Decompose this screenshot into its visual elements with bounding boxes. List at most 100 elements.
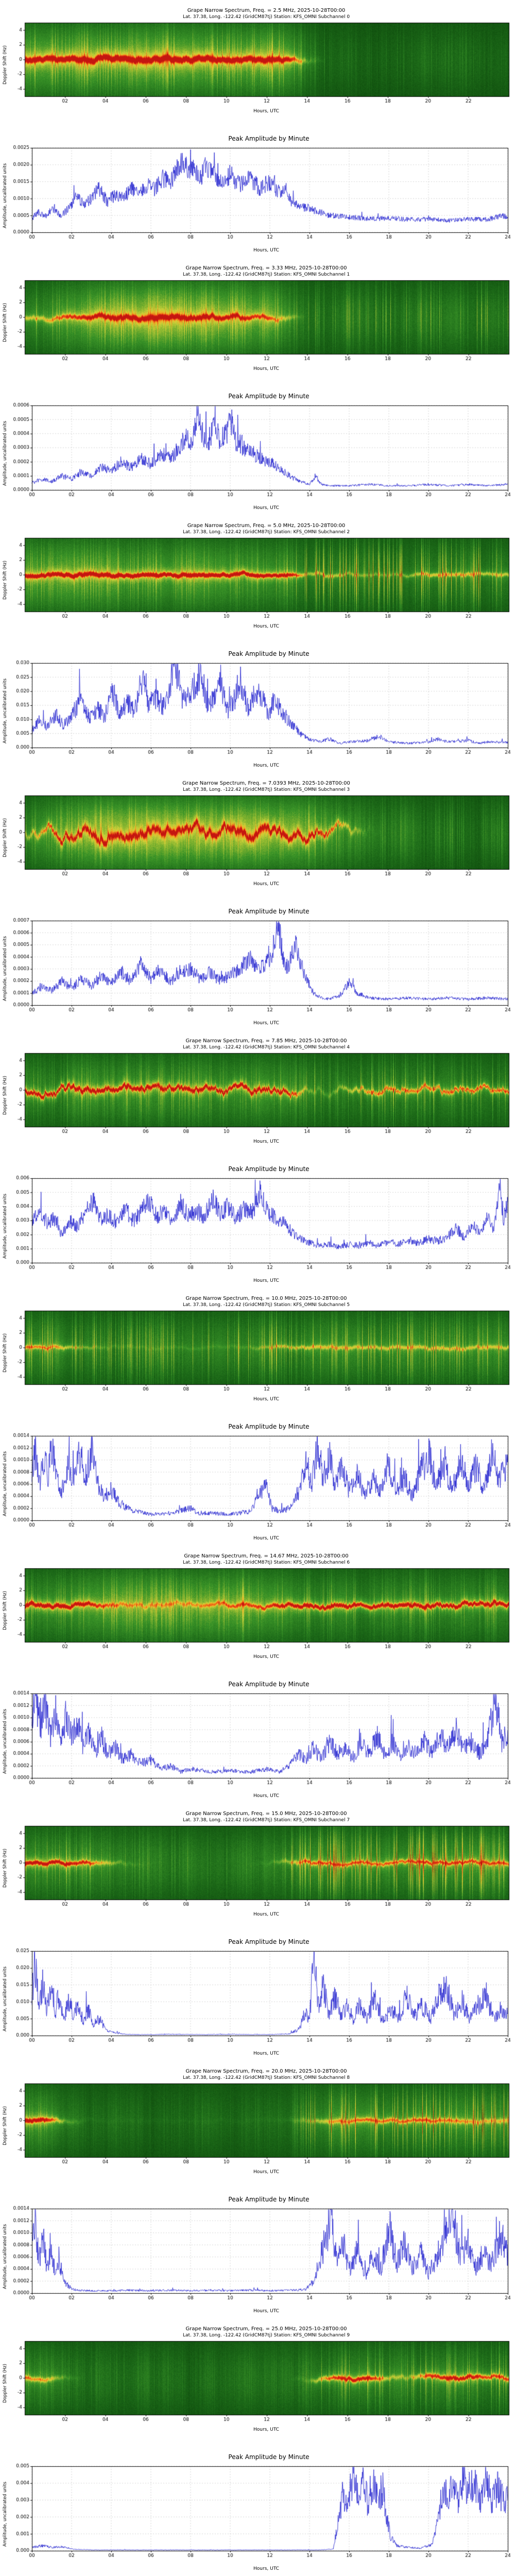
amplitude-figure-2: Peak Amplitude by Minute Amplitude, unca… [0,644,515,773]
amplitude-x-axis-label: Hours, UTC [253,1536,279,1541]
spectrogram-y-axis-label: Doppler Shift (Hz) [3,1591,8,1630]
spectrogram-x-axis-label: Hours, UTC [253,1397,279,1402]
spectrogram-subtitle: Lat. 37.38, Long. -122.42 (GridCM87tj) S… [182,272,350,277]
amplitude-y-axis-label: Amplitude, uncalibrated units [3,421,8,486]
spectrogram-figure-4: Grape Narrow Spectrum, Freq. = 7.85 MHz,… [0,1030,515,1159]
amplitude-figure-8: Peak Amplitude by Minute Amplitude, unca… [0,2190,515,2318]
spectrogram-x-axis-label: Hours, UTC [253,1912,279,1917]
amplitude-x-axis-label: Hours, UTC [253,2309,279,2314]
spectrogram-figure-1: Grape Narrow Spectrum, Freq. = 3.33 MHz,… [0,258,515,386]
amplitude-title: Peak Amplitude by Minute [228,1681,310,1688]
amplitude-x-axis-label: Hours, UTC [253,2566,279,2571]
spectrogram-figure-9: Grape Narrow Spectrum, Freq. = 25.0 MHz,… [0,2318,515,2447]
spectrogram-x-axis-label: Hours, UTC [253,882,279,887]
spectrogram-x-axis-label: Hours, UTC [253,2170,279,2175]
amplitude-y-axis-label: Amplitude, uncalibrated units [3,163,8,228]
spectrogram-figure-3: Grape Narrow Spectrum, Freq. = 7.0393 MH… [0,773,515,902]
spectrogram-figure-5: Grape Narrow Spectrum, Freq. = 10.0 MHz,… [0,1288,515,1417]
spectrogram-subtitle: Lat. 37.38, Long. -122.42 (GridCM87tj) S… [182,2333,350,2338]
amplitude-title: Peak Amplitude by Minute [228,1165,310,1173]
spectrogram-y-axis-label: Doppler Shift (Hz) [3,45,8,84]
amplitude-canvas [0,917,515,1021]
spectrogram-canvas [0,1052,515,1139]
spectrogram-figure-2: Grape Narrow Spectrum, Freq. = 5.0 MHz, … [0,515,515,644]
spectrogram-title: Grape Narrow Spectrum, Freq. = 3.33 MHz,… [185,265,347,271]
amplitude-title: Peak Amplitude by Minute [228,135,310,142]
spectrogram-y-axis-label: Doppler Shift (Hz) [3,1849,8,1888]
spectrogram-y-axis-label: Doppler Shift (Hz) [3,818,8,857]
amplitude-figure-0: Peak Amplitude by Minute Amplitude, unca… [0,129,515,258]
spectrogram-subtitle: Lat. 37.38, Long. -122.42 (GridCM87tj) S… [182,530,350,535]
spectrogram-title: Grape Narrow Spectrum, Freq. = 10.0 MHz,… [185,1296,347,1301]
spectrogram-x-axis-label: Hours, UTC [253,1654,279,1659]
amplitude-x-axis-label: Hours, UTC [253,1793,279,1799]
spectrogram-x-axis-label: Hours, UTC [253,1139,279,1144]
spectrogram-title: Grape Narrow Spectrum, Freq. = 15.0 MHz,… [185,1811,347,1817]
amplitude-x-axis-label: Hours, UTC [253,1021,279,1026]
spectrogram-figure-0: Grape Narrow Spectrum, Freq. = 2.5 MHz, … [0,0,515,129]
spectrogram-y-axis-label: Doppler Shift (Hz) [3,1333,8,1372]
amplitude-y-axis-label: Amplitude, uncalibrated units [3,679,8,743]
spectrogram-y-axis-label: Doppler Shift (Hz) [3,1076,8,1115]
amplitude-canvas [0,1432,515,1536]
amplitude-canvas [0,401,515,505]
spectrogram-subtitle: Lat. 37.38, Long. -122.42 (GridCM87tj) S… [182,1560,350,1565]
amplitude-canvas [0,1174,515,1278]
spectrogram-canvas [0,279,515,366]
spectrogram-y-axis-label: Doppler Shift (Hz) [3,2106,8,2145]
spectrogram-figure-8: Grape Narrow Spectrum, Freq. = 20.0 MHz,… [0,2061,515,2190]
amplitude-canvas [0,1689,515,1793]
amplitude-figure-9: Peak Amplitude by Minute Amplitude, unca… [0,2447,515,2576]
spectrogram-subtitle: Lat. 37.38, Long. -122.42 (GridCM87tj) S… [182,787,350,792]
spectrogram-title: Grape Narrow Spectrum, Freq. = 7.85 MHz,… [185,1038,347,1044]
amplitude-canvas [0,1947,515,2051]
spectrogram-y-axis-label: Doppler Shift (Hz) [3,303,8,342]
spectrogram-subtitle: Lat. 37.38, Long. -122.42 (GridCM87tj) S… [182,2075,350,2080]
spectrogram-y-axis-label: Doppler Shift (Hz) [3,561,8,600]
spectrogram-figure-6: Grape Narrow Spectrum, Freq. = 14.67 MHz… [0,1546,515,1674]
spectrogram-canvas [0,1824,515,1912]
spectrogram-title: Grape Narrow Spectrum, Freq. = 14.67 MHz… [184,1553,349,1559]
spectrogram-canvas [0,21,515,109]
spectrogram-subtitle: Lat. 37.38, Long. -122.42 (GridCM87tj) S… [182,1045,350,1050]
spectrogram-x-axis-label: Hours, UTC [253,624,279,629]
amplitude-figure-5: Peak Amplitude by Minute Amplitude, unca… [0,1417,515,1546]
amplitude-figure-6: Peak Amplitude by Minute Amplitude, unca… [0,1674,515,1803]
amplitude-y-axis-label: Amplitude, uncalibrated units [3,1967,8,2031]
spectrogram-title: Grape Narrow Spectrum, Freq. = 2.5 MHz, … [187,8,346,13]
amplitude-x-axis-label: Hours, UTC [253,1278,279,1283]
spectrogram-figure-7: Grape Narrow Spectrum, Freq. = 15.0 MHz,… [0,1803,515,1932]
spectrogram-canvas [0,2082,515,2170]
amplitude-title: Peak Amplitude by Minute [228,2453,310,2461]
amplitude-title: Peak Amplitude by Minute [228,1938,310,1945]
spectrogram-x-axis-label: Hours, UTC [253,109,279,114]
amplitude-x-axis-label: Hours, UTC [253,248,279,253]
spectrogram-title: Grape Narrow Spectrum, Freq. = 5.0 MHz, … [187,523,346,529]
spectrogram-x-axis-label: Hours, UTC [253,366,279,371]
amplitude-figure-7: Peak Amplitude by Minute Amplitude, unca… [0,1932,515,2061]
spectrogram-y-axis-label: Doppler Shift (Hz) [3,2364,8,2403]
amplitude-canvas [0,659,515,763]
amplitude-title: Peak Amplitude by Minute [228,908,310,915]
amplitude-y-axis-label: Amplitude, uncalibrated units [3,2224,8,2289]
amplitude-title: Peak Amplitude by Minute [228,2196,310,2203]
amplitude-canvas [0,2462,515,2566]
amplitude-canvas [0,2205,515,2309]
spectrogram-canvas [0,1309,515,1397]
amplitude-y-axis-label: Amplitude, uncalibrated units [3,2482,8,2547]
amplitude-y-axis-label: Amplitude, uncalibrated units [3,1451,8,1516]
amplitude-figure-3: Peak Amplitude by Minute Amplitude, unca… [0,902,515,1030]
spectrogram-canvas [0,2340,515,2427]
amplitude-y-axis-label: Amplitude, uncalibrated units [3,1194,8,1259]
spectrogram-title: Grape Narrow Spectrum, Freq. = 7.0393 MH… [182,781,350,786]
amplitude-x-axis-label: Hours, UTC [253,763,279,768]
amplitude-x-axis-label: Hours, UTC [253,2051,279,2056]
amplitude-title: Peak Amplitude by Minute [228,650,310,657]
spectrogram-title: Grape Narrow Spectrum, Freq. = 25.0 MHz,… [185,2326,347,2332]
amplitude-y-axis-label: Amplitude, uncalibrated units [3,936,8,1001]
amplitude-figure-1: Peak Amplitude by Minute Amplitude, unca… [0,386,515,515]
spectrogram-subtitle: Lat. 37.38, Long. -122.42 (GridCM87tj) S… [182,1818,350,1823]
amplitude-figure-4: Peak Amplitude by Minute Amplitude, unca… [0,1159,515,1288]
spectrogram-canvas [0,1567,515,1654]
amplitude-canvas [0,144,515,248]
